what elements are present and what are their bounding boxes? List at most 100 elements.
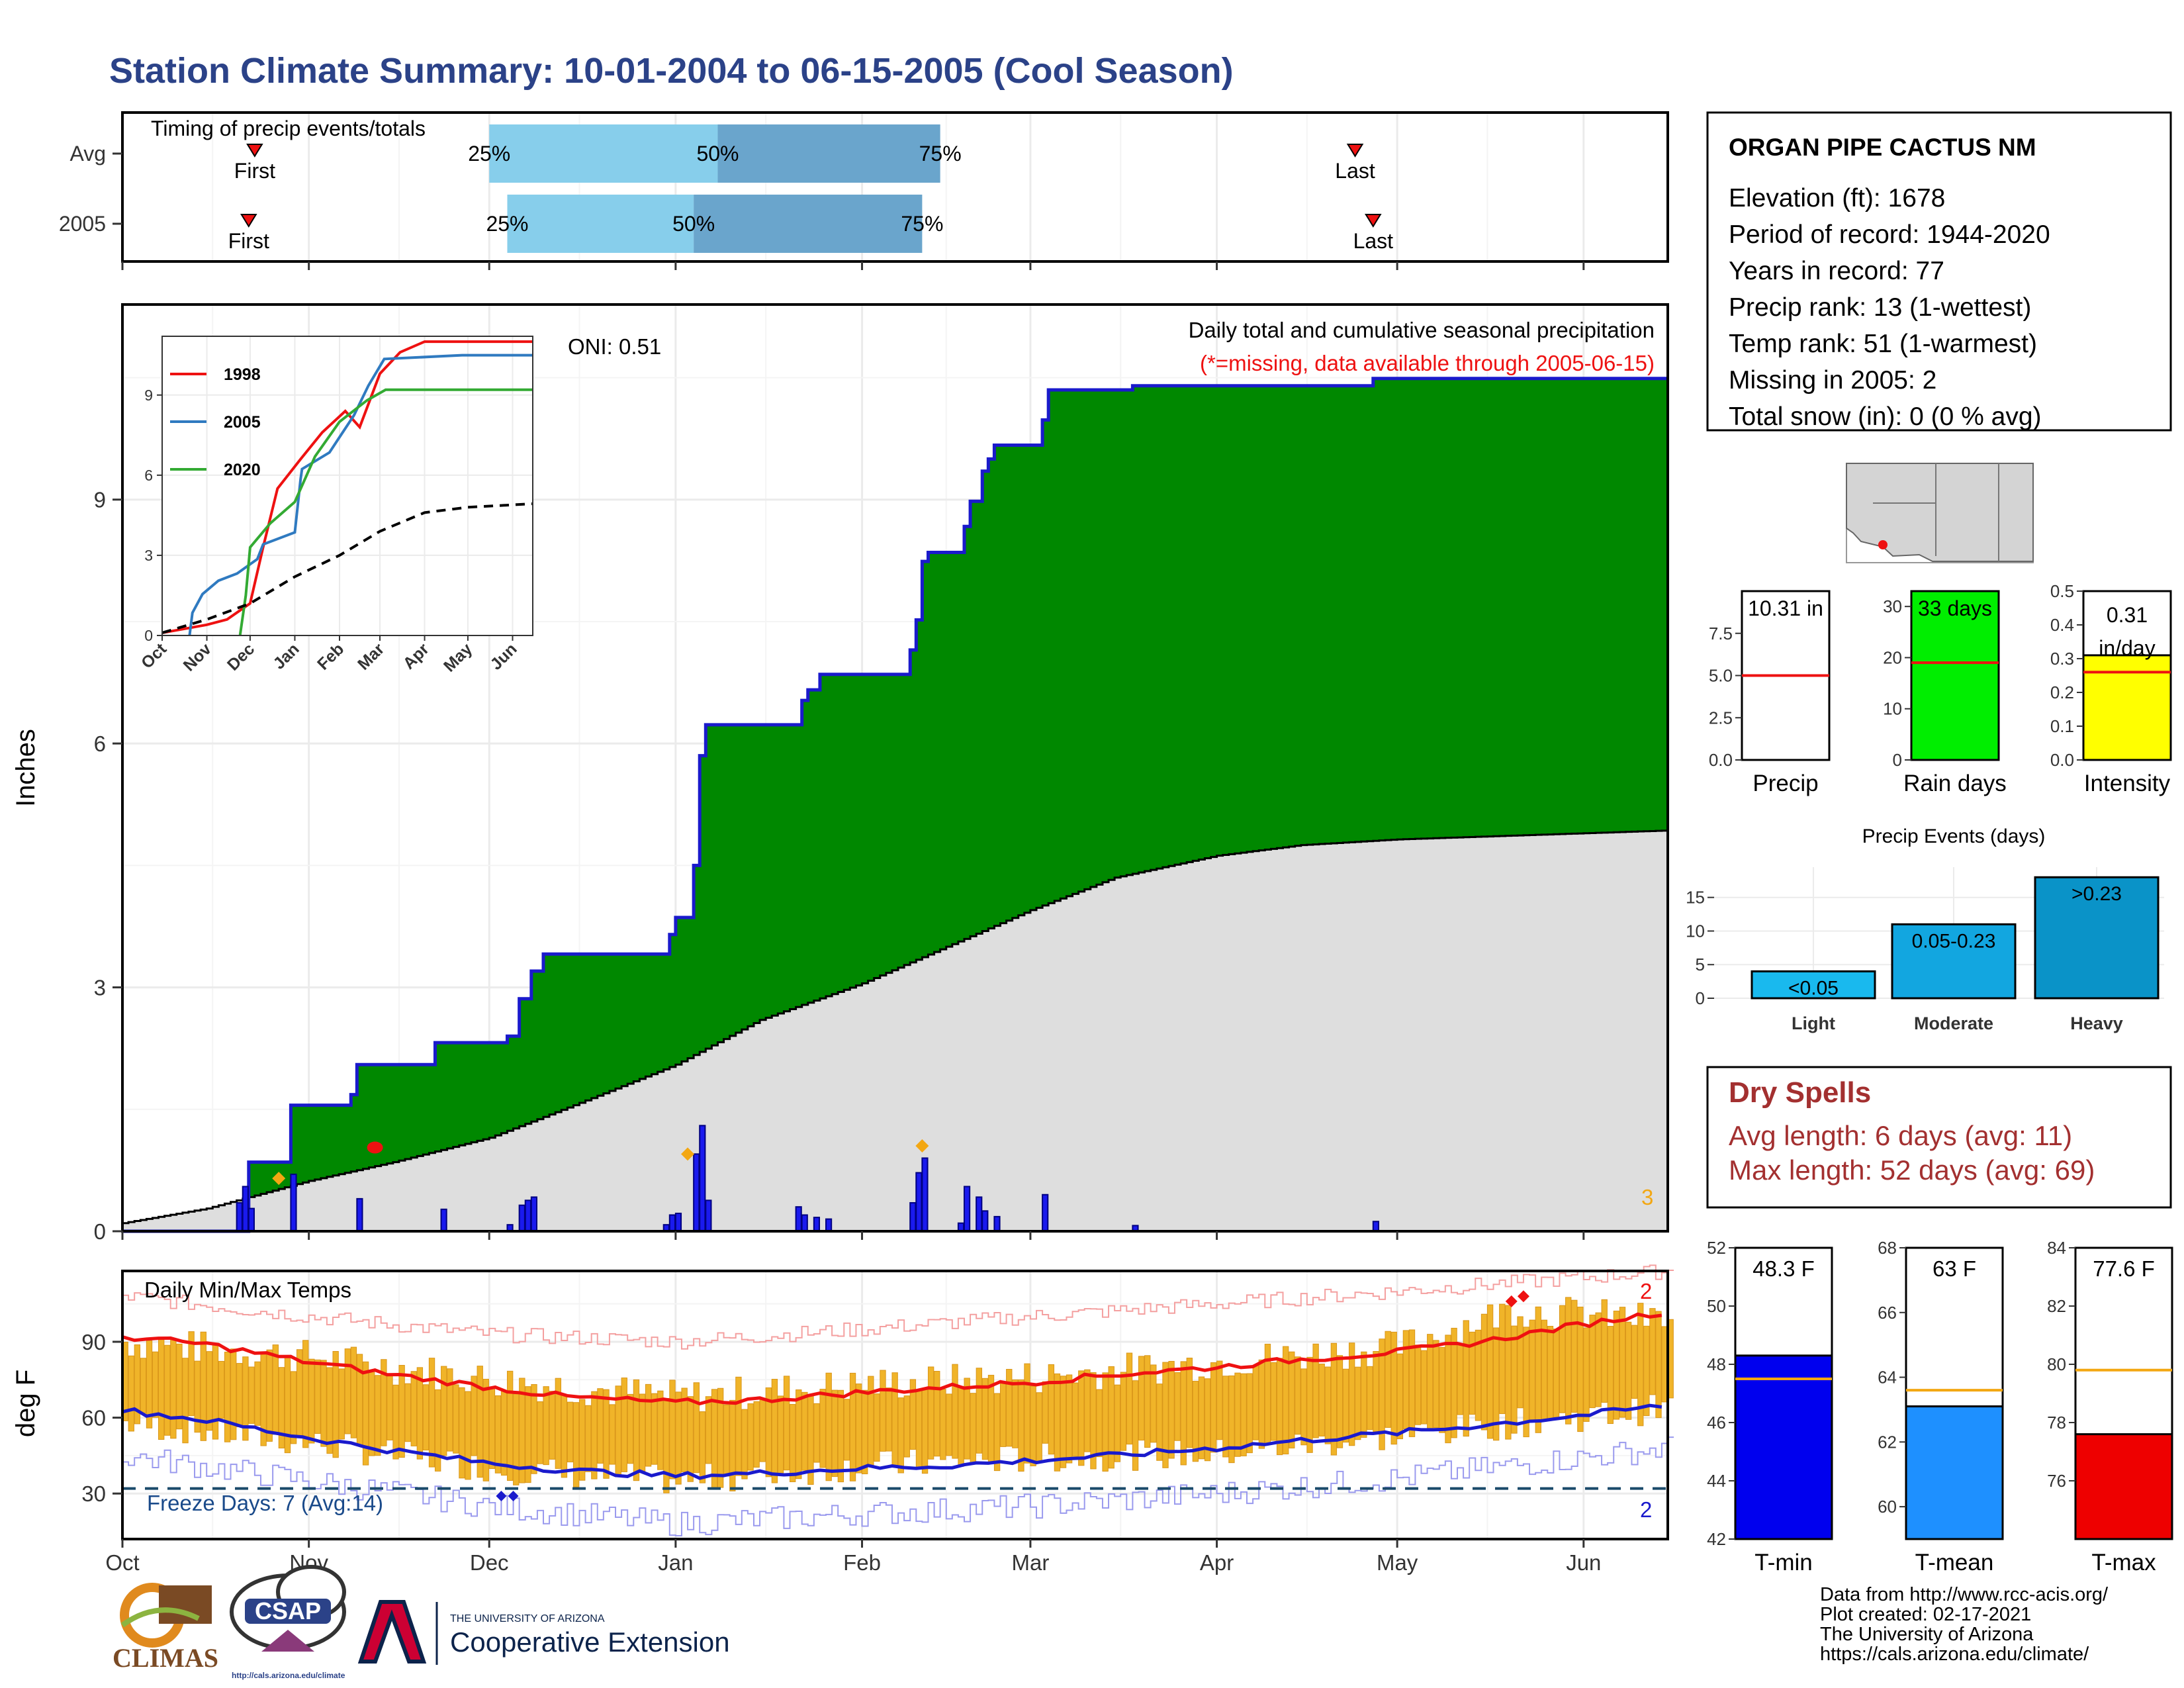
daily-temp-bar [140, 1358, 147, 1414]
daily-temp-bar [290, 1371, 297, 1444]
daily-temp-bar [404, 1383, 411, 1442]
logos: CLIMAS CSAP http://cals.arizona.edu/clim… [113, 1565, 730, 1680]
precip-title: Daily total and cumulative seasonal prec… [1189, 318, 1655, 342]
precip-ytick: 0 [94, 1219, 106, 1244]
normal-min-line [122, 1403, 1662, 1480]
inset-ytick: 0 [144, 627, 153, 644]
footer-credits: Data from http://www.rcc-acis.org/Plot c… [1820, 1584, 2109, 1665]
temp-value-label: 77.6 F [2093, 1256, 2155, 1281]
daily-temp-bar [1390, 1331, 1397, 1445]
temp-ytick: 46 [1707, 1413, 1726, 1432]
daily-temp-bar [278, 1367, 285, 1449]
daily-temp-bar [500, 1389, 508, 1476]
events-ytick: 5 [1696, 955, 1705, 974]
daily-temp-bar [1312, 1343, 1319, 1438]
daily-temp-bar [790, 1404, 796, 1483]
daily-temp-bar [1018, 1379, 1024, 1472]
daily-precip-bar [813, 1217, 821, 1232]
daily-temp-bar [801, 1391, 808, 1471]
daily-temp-bar [206, 1351, 213, 1431]
daily-temp-bar [1240, 1373, 1247, 1456]
events-bar-label: 0.05-0.23 [1912, 930, 1996, 952]
daily-temp-bar [248, 1366, 255, 1424]
daily-temp-bar [350, 1346, 357, 1438]
daily-temp-bar [681, 1387, 688, 1472]
record-min-line [122, 1436, 1674, 1537]
daily-temp-bar [381, 1359, 387, 1446]
daily-temp-bar [1379, 1338, 1385, 1450]
daily-temp-bar [158, 1338, 165, 1440]
timing-box-upper [717, 124, 940, 183]
precip-panel: Daily total and cumulative seasonal prec… [11, 303, 1669, 1244]
temp-ytick: 48 [1707, 1354, 1726, 1374]
daily-temp-bar [543, 1386, 549, 1466]
daily-temp-bar [723, 1404, 730, 1477]
daily-temp-bar [627, 1393, 634, 1464]
daily-temp-bar [579, 1399, 586, 1481]
daily-temp-bar [465, 1391, 471, 1480]
daily-temp-bar [831, 1389, 838, 1477]
daily-temp-bar [621, 1378, 627, 1472]
inset-legend-label: 1998 [224, 365, 261, 384]
daily-temp-bar [1601, 1299, 1608, 1403]
temp-value-bar [2074, 1433, 2173, 1540]
temp-ytick: 80 [2047, 1354, 2066, 1374]
daily-temp-bar [1408, 1329, 1416, 1437]
timing-quantile-label: 25% [468, 142, 510, 165]
daily-temp-bar [1499, 1303, 1506, 1415]
daily-temp-bar [1078, 1370, 1085, 1466]
daily-temp-bar [1565, 1297, 1572, 1425]
footer-line: Data from http://www.rcc-acis.org/ [1820, 1584, 2109, 1605]
daily-temp-bar [1090, 1372, 1097, 1470]
daily-precip-bar [248, 1207, 255, 1232]
normal-max-line [122, 1312, 1662, 1406]
daily-temp-bar [1210, 1362, 1217, 1453]
daily-temp-bar [747, 1403, 754, 1471]
timing-marker [246, 144, 263, 158]
daily-temp-bar [1289, 1351, 1295, 1449]
temp-ytick: 76 [2047, 1471, 2066, 1491]
daily-temp-bar [1439, 1346, 1445, 1433]
daily-temp-bar [1493, 1327, 1500, 1441]
mini-bar-label: Precip [1752, 771, 1818, 796]
daily-temp-bar [1024, 1363, 1030, 1464]
daily-temp-bar [284, 1356, 291, 1454]
daily-temp-bar [344, 1348, 351, 1434]
daily-temp-bar [1469, 1331, 1476, 1415]
temp-ytick: 42 [1707, 1529, 1726, 1549]
mini-ytick: 5.0 [1709, 666, 1733, 686]
daily-temp-bar [1204, 1378, 1211, 1462]
daily-temp-bar [741, 1409, 748, 1479]
month-tick-label: Jun [1566, 1550, 1601, 1575]
mini-ytick: 10 [1883, 699, 1902, 719]
daily-temp-bar [897, 1397, 904, 1474]
inset-legend-label: 2005 [224, 413, 261, 432]
daily-precip-bar [795, 1206, 802, 1232]
month-tick-label: Oct [105, 1550, 139, 1575]
events-bar-label: <0.05 [1788, 977, 1839, 999]
daily-temp-bar [976, 1368, 983, 1454]
daily-temp-bar [796, 1389, 802, 1479]
mini-value-label: 33 days [1918, 596, 1992, 620]
dry-spells-box: Dry Spells Avg length: 6 days (avg: 11) … [1706, 1066, 2172, 1209]
daily-temp-bar [422, 1384, 430, 1451]
daily-temp-bar [1295, 1356, 1301, 1435]
temp-ytick: 84 [2047, 1238, 2066, 1258]
inset-ytick: 6 [144, 467, 153, 484]
daily-temp-bar [1367, 1366, 1373, 1430]
daily-temp-bar [1625, 1321, 1632, 1420]
daily-temp-bar [236, 1363, 243, 1427]
daily-temp-bar [1355, 1366, 1361, 1440]
record-low-marker [508, 1491, 519, 1502]
daily-temp-bar [1012, 1379, 1019, 1448]
timing-quantile-label: 75% [901, 212, 943, 236]
daily-temp-bar [1595, 1312, 1602, 1407]
temperature-panel: Daily Min/Max Temps Freeze Days: 7 (Avg:… [11, 1264, 1674, 1575]
mini-ytick: 0.0 [2050, 750, 2074, 770]
daily-precip-bar [915, 1172, 923, 1233]
timing-box-lower [489, 124, 718, 183]
station-info-line: Temp rank: 51 (1-warmest) [1729, 330, 2037, 358]
daily-temp-bar [1234, 1372, 1241, 1457]
daily-temp-bar [1096, 1389, 1103, 1458]
temp-title: Daily Min/Max Temps [144, 1278, 351, 1302]
